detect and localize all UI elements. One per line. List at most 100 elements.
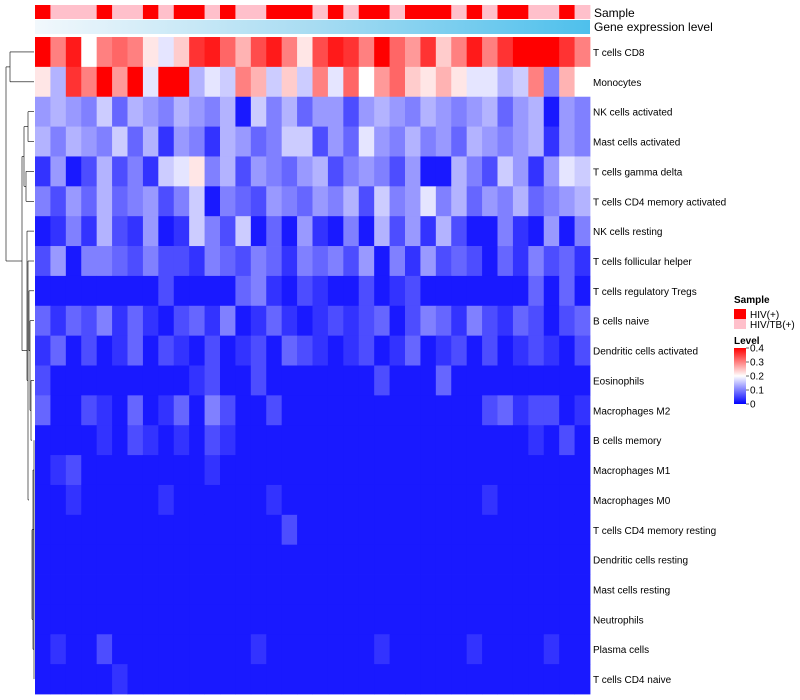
heatmap-cell — [358, 514, 375, 546]
heatmap-cell — [420, 634, 437, 665]
heatmap-cell — [358, 156, 375, 187]
heatmap-cell — [112, 664, 128, 695]
sample-annotation-cell — [343, 5, 360, 19]
heatmap-cell — [327, 126, 344, 157]
heatmap-cell — [189, 395, 205, 426]
heatmap-cell — [512, 156, 529, 187]
heatmap-cell — [35, 126, 51, 157]
heatmap-cell — [235, 395, 252, 426]
heatmap-cell — [81, 275, 98, 307]
heatmap-cell — [204, 544, 221, 575]
heatmap-cell — [374, 425, 390, 456]
heatmap-cell — [50, 544, 67, 575]
heatmap-cell — [266, 604, 283, 635]
heatmap-cell — [512, 514, 529, 546]
heatmap-cell — [574, 365, 591, 396]
heatmap-cell — [420, 335, 437, 366]
heatmap-cell — [420, 365, 437, 396]
heatmap-cell — [250, 216, 267, 247]
heatmap-cell — [220, 96, 236, 127]
heatmap-cell — [220, 514, 236, 546]
heatmap-cell — [189, 604, 205, 635]
heatmap-cell — [112, 514, 128, 546]
heatmap-cell — [81, 664, 98, 695]
heatmap-cell — [250, 335, 267, 366]
heatmap-cell — [65, 186, 82, 217]
heatmap-cell — [466, 425, 483, 456]
heatmap-cell — [512, 37, 529, 68]
heatmap-cell — [297, 484, 313, 516]
sample-annotation-cell — [173, 5, 190, 19]
level-tick-label: 0.1 — [750, 386, 764, 397]
heatmap-cell — [374, 186, 390, 217]
row-label: Mast cells activated — [593, 138, 680, 149]
heatmap-cell — [297, 66, 313, 98]
heatmap-cell — [281, 425, 298, 456]
heatmap-cell — [204, 126, 221, 157]
heatmap-cell — [497, 216, 514, 247]
heatmap-cell — [220, 395, 236, 426]
heatmap-cell — [35, 216, 51, 247]
sample-annotation-cell — [451, 5, 468, 19]
heatmap-cell — [327, 305, 344, 337]
heatmap-cell — [420, 216, 437, 247]
heatmap-cell — [312, 544, 329, 575]
heatmap-cell — [405, 514, 421, 546]
heatmap-cell — [65, 514, 82, 546]
heatmap-cell — [65, 126, 82, 157]
heatmap-cell — [466, 275, 483, 307]
row-label: T cells regulatory Tregs — [593, 287, 697, 298]
heatmap-cell — [50, 186, 67, 217]
sample-annotation-cell — [281, 5, 298, 19]
heatmap-cell — [420, 455, 437, 486]
heatmap-cell — [374, 604, 390, 635]
heatmap-cell — [327, 186, 344, 217]
heatmap-cell — [173, 275, 190, 307]
legend-swatch-hiv — [734, 309, 746, 319]
heatmap-cell — [96, 66, 113, 98]
heatmap-cell — [35, 514, 51, 546]
heatmap-cell — [451, 634, 468, 665]
row-dendrogram — [5, 51, 35, 680]
heatmap-cell — [81, 186, 98, 217]
heatmap-cell — [127, 246, 144, 277]
heatmap-cell — [327, 216, 344, 247]
heatmap-cell — [435, 96, 452, 127]
row-label: NK cells resting — [593, 227, 662, 238]
heatmap-cell — [466, 484, 483, 516]
row-label: T cells CD4 memory resting — [593, 526, 716, 537]
heatmap-cell — [574, 126, 591, 157]
heatmap-cell — [405, 305, 421, 337]
heatmap-cell — [466, 664, 483, 695]
heatmap-cell — [189, 275, 205, 307]
heatmap-cell — [343, 484, 360, 516]
heatmap-cell — [420, 395, 437, 426]
heatmap-cell — [220, 275, 236, 307]
heatmap-cell — [358, 305, 375, 337]
heatmap-cell — [559, 425, 575, 456]
heatmap-cell — [189, 216, 205, 247]
heatmap-cell — [204, 186, 221, 217]
heatmap-cell — [574, 335, 591, 366]
heatmap-cell — [389, 156, 406, 187]
heatmap-cell — [50, 395, 67, 426]
heatmap-cell — [142, 275, 159, 307]
heatmap-cell — [35, 365, 51, 396]
heatmap-cell — [250, 664, 267, 695]
heatmap-cell — [173, 484, 190, 516]
heatmap-cell — [482, 246, 498, 277]
row-label: Plasma cells — [593, 645, 649, 656]
heatmap-cell — [65, 395, 82, 426]
heatmap-cell — [142, 96, 159, 127]
heatmap-cell — [173, 395, 190, 426]
heatmap-cell — [158, 574, 175, 605]
heatmap-cell — [405, 246, 421, 277]
heatmap-cell — [482, 126, 498, 157]
heatmap-cell — [281, 216, 298, 247]
heatmap-cell — [35, 246, 51, 277]
heatmap-cell — [358, 365, 375, 396]
heatmap-cell — [559, 275, 575, 307]
heatmap-cell — [482, 514, 498, 546]
heatmap-cell — [266, 365, 283, 396]
heatmap-cell — [142, 604, 159, 635]
